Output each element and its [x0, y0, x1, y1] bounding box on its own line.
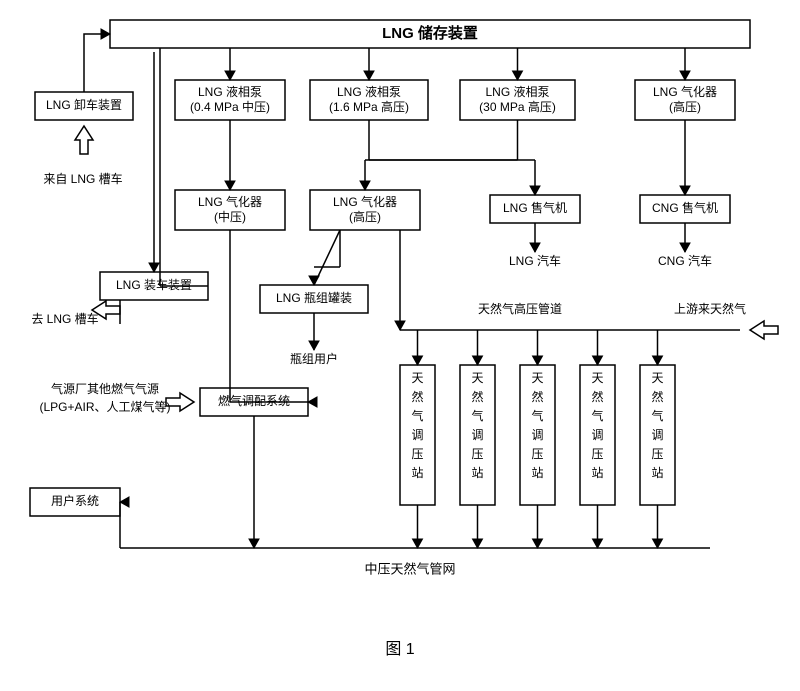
label: LNG 汽车	[509, 253, 561, 268]
label: 去 LNG 槽车	[31, 311, 98, 326]
label: LNG 液相泵	[337, 84, 401, 99]
label: LNG 液相泵	[198, 84, 262, 99]
label: LNG 气化器	[333, 194, 397, 209]
label: (高压)	[349, 209, 381, 224]
arrow	[680, 243, 690, 252]
open-arrow	[750, 321, 778, 339]
label: 图 1	[385, 641, 414, 658]
label: (30 MPa 高压)	[479, 99, 556, 114]
label: LNG 卸车装置	[46, 97, 122, 112]
label: LNG 售气机	[503, 200, 567, 215]
label: LNG 瓶组罐装	[276, 291, 352, 305]
arrow	[149, 263, 159, 272]
label: (高压)	[669, 99, 701, 114]
label: 用户系统	[51, 493, 99, 508]
arrow	[120, 497, 129, 507]
arrow	[395, 321, 405, 330]
arrow	[101, 29, 110, 39]
arrow	[364, 71, 374, 80]
arrow	[530, 186, 540, 195]
arrow	[309, 276, 319, 285]
label: 燃气调配系统	[218, 393, 290, 408]
label: (1.6 MPa 高压)	[329, 99, 409, 114]
label: 上游来天然气	[674, 301, 746, 316]
label: 气源厂其他燃气气源	[51, 381, 159, 396]
open-arrow	[75, 126, 93, 154]
lng-flow-diagram: LNG 储存装置 LNG 卸车装置 LNG 装车装置 LNG 瓶组罐装燃气调配系统用户…	[10, 10, 790, 670]
arrow	[473, 356, 483, 365]
arrow	[413, 356, 423, 365]
arrow	[225, 181, 235, 190]
arrow	[593, 539, 603, 548]
arrow	[360, 181, 370, 190]
label: CNG 汽车	[658, 253, 712, 268]
label: LNG 气化器	[653, 84, 717, 99]
arrow	[680, 71, 690, 80]
label: 瓶组用户	[290, 351, 338, 366]
label: (0.4 MPa 中压)	[190, 99, 270, 114]
arrow	[533, 539, 543, 548]
label: LNG 气化器	[198, 194, 262, 209]
arrow	[308, 397, 317, 407]
arrow	[653, 356, 663, 365]
label: LNG 装车装置	[116, 277, 192, 292]
label: LNG 液相泵	[485, 84, 549, 99]
arrow	[593, 356, 603, 365]
arrow	[680, 186, 690, 195]
label: (LPG+AIR、人工煤气等)	[39, 399, 170, 414]
arrow	[309, 341, 319, 350]
label: (中压)	[214, 209, 246, 224]
label: 中压天然气管网	[364, 561, 455, 576]
label: 来自 LNG 槽车	[43, 171, 122, 186]
label: 天然气高压管道	[478, 301, 562, 316]
label: CNG 售气机	[652, 200, 718, 215]
arrow	[533, 356, 543, 365]
arrow	[225, 71, 235, 80]
arrow	[513, 71, 523, 80]
label: LNG 储存装置	[382, 24, 478, 42]
arrow	[413, 539, 423, 548]
arrow	[530, 243, 540, 252]
arrow	[653, 539, 663, 548]
arrow	[249, 539, 259, 548]
arrow	[473, 539, 483, 548]
